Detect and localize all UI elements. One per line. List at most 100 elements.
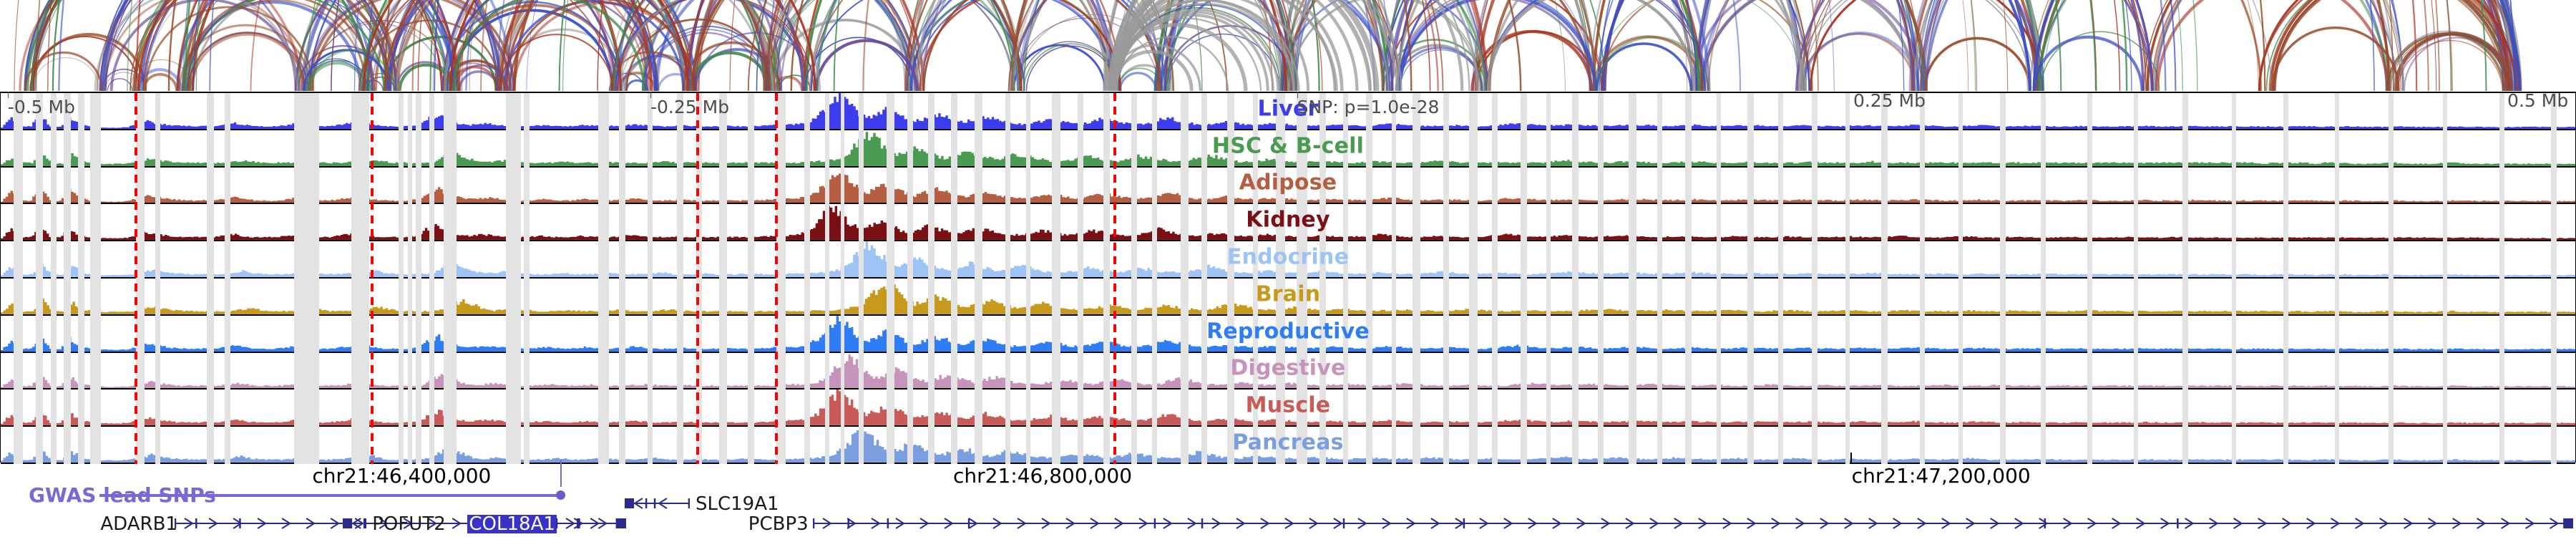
gene-label-col18a1[interactable]: COL18A1 bbox=[467, 513, 557, 535]
chromatin-loop-arc[interactable] bbox=[922, 0, 1161, 92]
signal-track-brain[interactable]: Brain bbox=[1, 278, 2575, 316]
chromatin-loop-arc[interactable] bbox=[191, 0, 399, 92]
chromatin-loop-arc[interactable] bbox=[186, 0, 392, 92]
signal-track-liver[interactable]: Liver bbox=[1, 93, 2575, 130]
chromatin-loop-arc[interactable] bbox=[137, 0, 462, 92]
chromatin-loop-arc[interactable] bbox=[1487, 0, 1806, 92]
cell-type-signal-track-stack[interactable]: Liver HSC & B-cell Adipose Kidney Endocrine B… bbox=[0, 92, 2576, 464]
chromatin-loop-arc[interactable] bbox=[643, 0, 912, 92]
chromatin-loop-arc-panel[interactable] bbox=[0, 0, 2576, 92]
chromatin-loop-arc[interactable] bbox=[610, 0, 919, 92]
chromatin-loop-arc[interactable] bbox=[134, 0, 448, 92]
gene-body-slc19a1[interactable] bbox=[625, 494, 690, 513]
chromatin-loop-arc[interactable] bbox=[102, 0, 366, 92]
chromatin-loop-arc[interactable] bbox=[176, 0, 456, 92]
chromatin-loop-arc[interactable] bbox=[1107, 22, 1248, 92]
gene-body-col18a1[interactable] bbox=[556, 514, 626, 533]
chromatin-loop-arc[interactable] bbox=[1107, 0, 1400, 92]
chromatin-loop-arc[interactable] bbox=[1110, 0, 1380, 92]
chromatin-loop-arc[interactable] bbox=[367, 0, 612, 92]
chromatin-loop-arc[interactable] bbox=[2270, 26, 2400, 92]
chromatin-loop-arc[interactable] bbox=[763, 0, 1113, 92]
signal-track-reproductive[interactable]: Reproductive bbox=[1, 315, 2575, 353]
chromatin-loop-arc[interactable] bbox=[19, 0, 303, 92]
chromatin-loop-arc[interactable] bbox=[1010, 0, 1294, 92]
chromatin-loop-arc[interactable] bbox=[443, 0, 774, 92]
gene-label-pofut2[interactable]: POFUT2 bbox=[372, 513, 446, 535]
chromatin-loop-arc[interactable] bbox=[1700, 0, 2044, 92]
gene-body-pcbp3[interactable] bbox=[812, 514, 2574, 533]
chromatin-loop-arc[interactable] bbox=[384, 0, 694, 92]
chromatin-loop-arc[interactable] bbox=[452, 0, 645, 92]
chromatin-loop-arc[interactable] bbox=[765, 0, 1015, 92]
chromatin-loop-arc[interactable] bbox=[24, 51, 104, 92]
signal-track-hsc-b-cell[interactable]: HSC & B-cell bbox=[1, 130, 2575, 168]
chromatin-loop-arc[interactable] bbox=[107, 78, 133, 92]
chromatin-loop-arc[interactable] bbox=[771, 0, 1013, 92]
chromatin-loop-arc[interactable] bbox=[499, 0, 768, 92]
chromatin-loop-arc[interactable] bbox=[1601, 0, 1813, 92]
chromatin-loop-arc[interactable] bbox=[1288, 0, 1480, 92]
chromatin-loop-arc[interactable] bbox=[1797, 0, 2031, 92]
chromatin-loop-arc[interactable] bbox=[30, 32, 147, 92]
chromatin-loop-arc[interactable] bbox=[2040, 31, 2160, 92]
chromatin-loop-arc[interactable] bbox=[625, 18, 771, 92]
chromatin-loop-arc[interactable] bbox=[294, 0, 618, 92]
chromatin-loop-arc[interactable] bbox=[1118, 72, 1157, 92]
chromatin-loop-arc[interactable] bbox=[145, 6, 315, 92]
gene-label-pcbp3[interactable]: PCBP3 bbox=[748, 513, 809, 535]
chromatin-loop-arc[interactable] bbox=[2032, 35, 2144, 92]
chromatin-loop-arc[interactable] bbox=[358, 19, 502, 92]
chromatin-loop-arc[interactable] bbox=[1397, 0, 1707, 92]
chromatin-loop-arc[interactable] bbox=[691, 0, 1023, 92]
chromatin-loop-arc[interactable] bbox=[1111, 0, 1470, 92]
chromatin-loop-arc[interactable] bbox=[99, 0, 397, 92]
chromatin-loop-arc[interactable] bbox=[398, 63, 454, 92]
signal-track-adipose[interactable]: Adipose bbox=[1, 167, 2575, 205]
chromatin-loop-arc[interactable] bbox=[2032, 0, 2522, 92]
chromatin-loop-arc[interactable] bbox=[919, 0, 1121, 92]
chromatin-loop-arc[interactable] bbox=[644, 32, 767, 92]
chromatin-loop-arc[interactable] bbox=[455, 0, 779, 92]
signal-track-digestive[interactable]: Digestive bbox=[1, 352, 2575, 390]
chromatin-loop-arc[interactable] bbox=[142, 73, 178, 92]
chromatin-loop-arc[interactable] bbox=[1486, 0, 1696, 92]
chromatin-loop-arc[interactable] bbox=[1397, 0, 1598, 92]
chromatin-loop-arc[interactable] bbox=[104, 72, 143, 92]
chromatin-loop-arc[interactable] bbox=[2155, 0, 2510, 92]
signal-track-muscle[interactable]: Muscle bbox=[1, 390, 2575, 427]
chromatin-loop-arc[interactable] bbox=[1108, 0, 1464, 92]
chromatin-loop-arc[interactable] bbox=[1116, 0, 1402, 92]
chromatin-loop-arc[interactable] bbox=[2036, 0, 2391, 92]
chromatin-loop-arc[interactable] bbox=[442, 0, 805, 92]
chromatin-loop-arc[interactable] bbox=[1923, 37, 2031, 92]
gene-label-slc19a1[interactable]: SLC19A1 bbox=[696, 493, 779, 515]
chromatin-loop-arc[interactable] bbox=[1387, 0, 1603, 92]
chromatin-loop-arc[interactable] bbox=[360, 0, 686, 92]
chromatin-loop-arc[interactable] bbox=[2151, 0, 2510, 92]
chromatin-loop-arc[interactable] bbox=[130, 0, 372, 92]
chromatin-loop-arc[interactable] bbox=[2153, 0, 2504, 92]
chromatin-loop-arc[interactable] bbox=[394, 0, 783, 92]
chromatin-loop-arc[interactable] bbox=[2273, 0, 2509, 92]
chromatin-loop-arc[interactable] bbox=[182, 0, 376, 92]
chromatin-loop-arc[interactable] bbox=[361, 79, 384, 92]
chromatin-loop-arc[interactable] bbox=[1113, 0, 1344, 92]
chromatin-loop-arc[interactable] bbox=[449, 65, 499, 92]
chromatin-loop-arc[interactable] bbox=[512, 1, 696, 92]
chromatin-loop-arc[interactable] bbox=[499, 34, 614, 92]
signal-track-kidney[interactable]: Kidney bbox=[1, 204, 2575, 242]
chromatin-loop-arc[interactable] bbox=[915, 0, 1297, 92]
chromatin-loop-arc[interactable] bbox=[2146, 0, 2520, 92]
chromatin-loop-arc[interactable] bbox=[100, 0, 456, 92]
chromatin-loop-arc[interactable] bbox=[2155, 0, 2389, 92]
chromatin-loop-arc[interactable] bbox=[1795, 0, 2154, 92]
gwas-lead-snp-marker[interactable] bbox=[556, 490, 565, 500]
gene-body-pofut2[interactable] bbox=[342, 514, 367, 533]
signal-track-pancreas[interactable]: Pancreas bbox=[1, 427, 2575, 464]
chromatin-loop-arc[interactable] bbox=[1803, 0, 2154, 92]
chromatin-loop-arc[interactable] bbox=[395, 0, 686, 92]
gene-annotation-track[interactable]: ADARB1 POFUT2 COL18A1 SLC19A1 PCBP3 bbox=[0, 495, 2576, 537]
chromatin-loop-arc[interactable] bbox=[388, 0, 697, 92]
chromatin-loop-arc[interactable] bbox=[814, 39, 919, 92]
